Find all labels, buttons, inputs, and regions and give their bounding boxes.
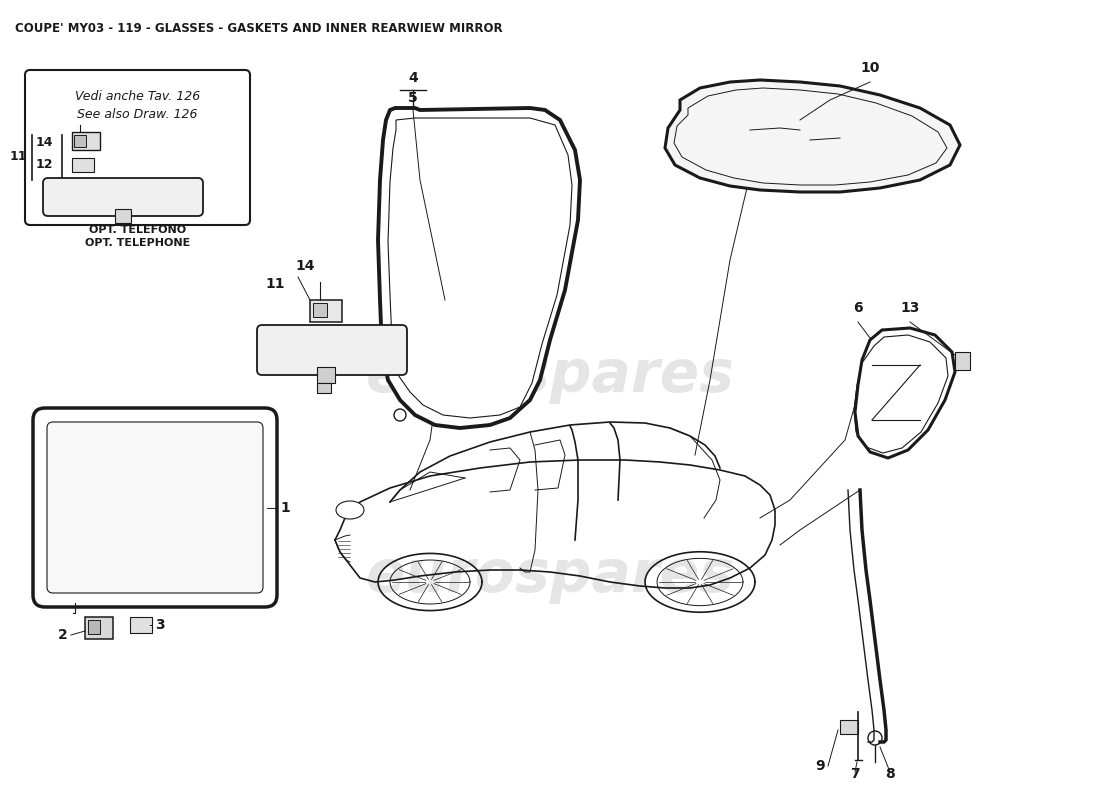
Bar xyxy=(317,367,336,383)
FancyBboxPatch shape xyxy=(43,178,204,216)
Bar xyxy=(72,132,100,150)
Text: 3: 3 xyxy=(155,618,165,632)
Text: 14: 14 xyxy=(295,259,315,273)
FancyBboxPatch shape xyxy=(47,422,263,593)
Text: 8: 8 xyxy=(886,767,895,781)
Text: 7: 7 xyxy=(850,767,860,781)
Text: Vedi anche Tav. 126: Vedi anche Tav. 126 xyxy=(75,90,200,103)
PathPatch shape xyxy=(666,80,960,192)
Text: See also Draw. 126: See also Draw. 126 xyxy=(77,109,198,122)
Bar xyxy=(116,209,131,223)
PathPatch shape xyxy=(378,108,580,428)
Text: 6: 6 xyxy=(854,301,862,315)
Text: 10: 10 xyxy=(860,61,880,75)
Bar xyxy=(955,352,970,370)
Bar xyxy=(314,303,327,317)
Text: 1: 1 xyxy=(280,501,290,514)
Bar xyxy=(840,720,858,734)
Bar xyxy=(130,617,152,633)
Bar xyxy=(88,620,100,634)
Ellipse shape xyxy=(336,501,364,519)
Text: 11: 11 xyxy=(9,150,26,163)
Text: 9: 9 xyxy=(815,759,825,773)
FancyBboxPatch shape xyxy=(25,70,250,225)
Text: 4: 4 xyxy=(408,71,418,85)
Text: 14: 14 xyxy=(35,137,53,150)
Text: 2: 2 xyxy=(58,628,68,642)
PathPatch shape xyxy=(855,328,955,458)
Text: OPT. TELEFONO: OPT. TELEFONO xyxy=(89,225,186,235)
Bar xyxy=(74,135,86,147)
Text: 11: 11 xyxy=(265,277,285,291)
Text: OPT. TELEPHONE: OPT. TELEPHONE xyxy=(85,238,190,248)
Text: COUPE' MY03 - 119 - GLASSES - GASKETS AND INNER REARWIEW MIRROR: COUPE' MY03 - 119 - GLASSES - GASKETS AN… xyxy=(15,22,503,35)
FancyBboxPatch shape xyxy=(257,325,407,375)
FancyBboxPatch shape xyxy=(33,408,277,607)
Bar xyxy=(317,383,331,393)
Text: eurospares: eurospares xyxy=(365,347,735,405)
FancyBboxPatch shape xyxy=(85,617,113,639)
Text: 13: 13 xyxy=(900,301,920,315)
Text: eurospares: eurospares xyxy=(365,547,735,605)
Text: 12: 12 xyxy=(35,158,53,171)
Text: 5: 5 xyxy=(408,91,418,105)
FancyBboxPatch shape xyxy=(310,300,342,322)
Bar xyxy=(72,158,94,172)
